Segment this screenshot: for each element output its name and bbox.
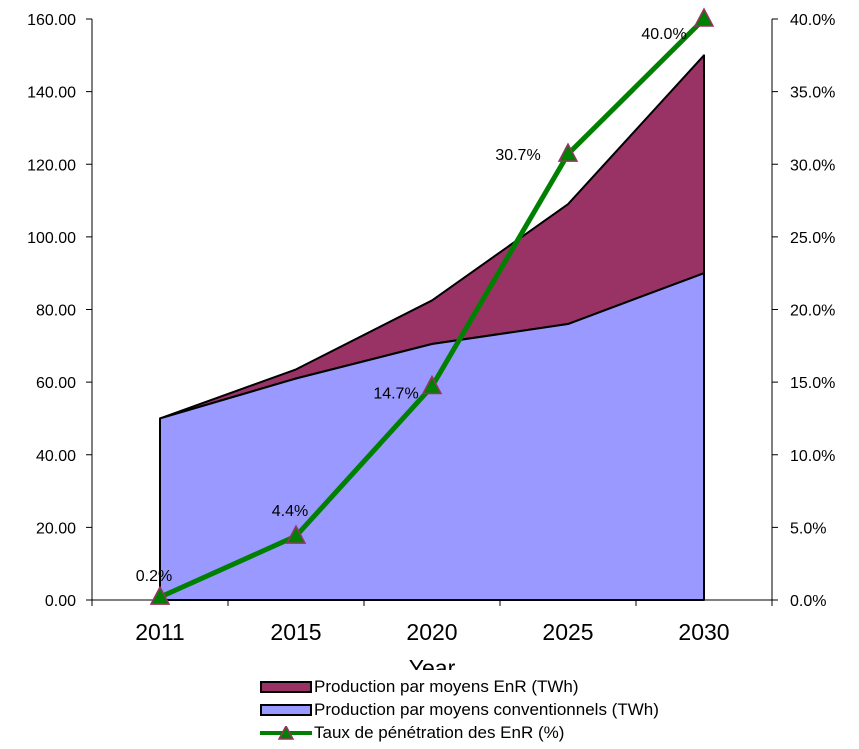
y-tick-label-left: 80.00	[36, 303, 76, 320]
legend-swatch-conventional	[260, 703, 312, 716]
y-tick-label-right: 35.0%	[790, 85, 835, 102]
y-tick-label-right: 10.0%	[790, 448, 835, 465]
y-tick-label-right: 5.0%	[790, 520, 826, 537]
data-label-penetration: 4.4%	[272, 503, 308, 520]
chart-legend: Production par moyens EnR (TWh) Producti…	[260, 675, 760, 744]
legend-item-penetration: Taux de pénétration des EnR (%)	[260, 721, 760, 744]
legend-swatch-enr	[260, 680, 312, 693]
y-tick-label-right: 30.0%	[790, 157, 835, 174]
data-label-penetration: 14.7%	[373, 385, 418, 402]
y-tick-label-left: 100.00	[27, 230, 76, 247]
x-tick-label: 2025	[542, 619, 593, 645]
x-tick-label: 2020	[406, 619, 457, 645]
legend-item-conventional: Production par moyens conventionnels (TW…	[260, 698, 760, 721]
legend-label-conventional: Production par moyens conventionnels (TW…	[314, 699, 659, 719]
data-label-penetration: 40.0%	[641, 26, 686, 43]
marker-penetration	[285, 524, 307, 544]
y-tick-label-right: 25.0%	[790, 230, 835, 247]
y-tick-label-left: 160.00	[27, 12, 76, 29]
marker-penetration	[557, 142, 579, 162]
data-label-penetration: 30.7%	[495, 147, 540, 164]
y-tick-label-left: 0.00	[45, 593, 76, 610]
marker-penetration	[693, 7, 715, 27]
y-tick-label-right: 0.0%	[790, 593, 826, 610]
y-tick-label-left: 40.00	[36, 448, 76, 465]
y-tick-label-left: 120.00	[27, 157, 76, 174]
y-tick-label-right: 20.0%	[790, 303, 835, 320]
x-axis-title: Year	[409, 655, 456, 670]
legend-item-enr: Production par moyens EnR (TWh)	[260, 675, 760, 698]
chart-svg: 0.00 20.00 40.00 60.00 80.00 100.00 120.00 140.…	[27, 7, 835, 670]
y-tick-label-right: 40.0%	[790, 12, 835, 29]
legend-line-penetration-icon	[260, 723, 312, 740]
y-tick-label-left: 140.00	[27, 85, 76, 102]
x-tick-label: 2015	[270, 619, 321, 645]
data-label-penetration: 0.2%	[136, 568, 172, 585]
marker-penetration	[149, 585, 171, 605]
x-tick-label: 2030	[678, 619, 729, 645]
legend-label-enr: Production par moyens EnR (TWh)	[314, 676, 579, 696]
legend-line-penetration	[260, 723, 312, 740]
y-tick-label-left: 60.00	[36, 375, 76, 392]
marker-penetration	[421, 374, 443, 395]
legend-label-penetration: Taux de pénétration des EnR (%)	[314, 722, 565, 742]
y-tick-label-left: 20.00	[36, 520, 76, 537]
x-tick-label: 2011	[135, 619, 184, 645]
y-tick-label-right: 15.0%	[790, 375, 835, 392]
